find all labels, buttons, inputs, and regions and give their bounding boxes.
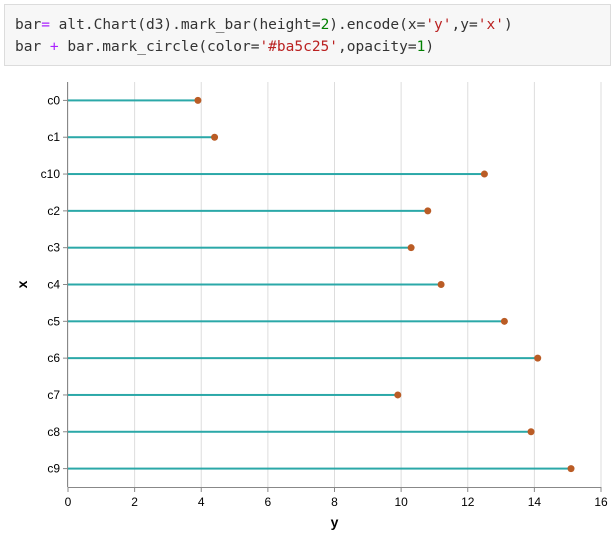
bar-mark <box>68 320 505 323</box>
bar-mark <box>68 357 538 360</box>
bar-mark <box>68 99 198 102</box>
y-tick-label: c3 <box>47 241 60 255</box>
code-line-2: bar + bar.mark_circle(color='#ba5c25',op… <box>15 36 600 58</box>
point-mark <box>480 170 488 178</box>
point-mark <box>500 317 508 325</box>
point-mark <box>394 391 402 399</box>
point-mark <box>437 281 445 288</box>
line1-token: = <box>41 17 50 33</box>
x-tick-label: 16 <box>594 495 608 509</box>
y-tick-label: c10 <box>41 167 61 181</box>
chart-container: 0 2 4 6 8 10 12 14 16 c0 c1 c10 c2 c3 c4 c5 c6 c7 c8 c9 y x <box>0 76 615 537</box>
bar-mark <box>68 209 428 212</box>
x-tick-label: 0 <box>65 495 72 509</box>
y-tick-label: c7 <box>47 388 60 402</box>
line1-token: 2 <box>320 17 330 33</box>
y-tick-label: c2 <box>47 204 60 218</box>
bar-mark <box>68 430 532 433</box>
line1-token: ).encode(x= <box>329 17 426 33</box>
point-mark <box>211 133 219 141</box>
line1-token: 'y' <box>425 17 452 33</box>
line1-token: 'x' <box>477 17 504 33</box>
line2-token: ,opacity= <box>338 39 417 55</box>
bar-mark <box>68 467 572 470</box>
x-tick-label: 10 <box>394 495 408 509</box>
line2-token: ) <box>425 39 435 55</box>
x-axis-title: y <box>331 514 339 530</box>
y-tick-label: c8 <box>47 425 60 439</box>
x-tick-label: 14 <box>528 495 542 509</box>
point-mark <box>424 207 432 215</box>
bar-mark <box>68 136 215 139</box>
lollipop-chart: 0 2 4 6 8 10 12 14 16 c0 c1 c10 c2 c3 c4 c5 c6 c7 c8 c9 y x <box>14 82 608 530</box>
line2-token: 1 <box>416 39 426 55</box>
line2-token: bar <box>15 39 50 55</box>
line1-token: ) <box>503 17 513 33</box>
y-axis-title: x <box>14 280 30 288</box>
y-tick-label: c0 <box>47 93 60 107</box>
point-mark <box>527 428 535 436</box>
line1-token: ,y= <box>451 17 478 33</box>
bar-mark <box>68 173 485 176</box>
line1-token: alt.Chart(d3).mark_bar(height= <box>49 17 321 33</box>
y-tick-label: c1 <box>47 130 60 144</box>
code-cell[interactable]: bar= alt.Chart(d3).mark_bar(height=2).en… <box>4 4 611 66</box>
line2-token: + <box>49 39 59 55</box>
bar-mark <box>68 246 412 249</box>
x-tick-label: 12 <box>461 495 475 509</box>
x-tick-label: 8 <box>331 495 338 509</box>
line2-token: bar.mark_circle(color= <box>58 39 260 55</box>
point-mark <box>407 244 415 252</box>
point-mark <box>534 354 542 362</box>
line2-token: '#ba5c25' <box>259 39 339 55</box>
point-mark <box>567 465 575 473</box>
y-tick-label: c6 <box>47 351 60 365</box>
x-tick-label: 4 <box>198 495 205 509</box>
y-tick-label: c4 <box>47 278 60 292</box>
bar-mark <box>68 283 442 286</box>
y-tick-label: c5 <box>47 314 60 328</box>
y-tick-label: c9 <box>47 462 60 476</box>
bar-mark <box>68 393 398 396</box>
code-line-1: bar= alt.Chart(d3).mark_bar(height=2).en… <box>15 14 600 36</box>
x-tick-label: 6 <box>265 495 272 509</box>
line1-token: bar <box>15 17 42 33</box>
x-tick-label: 2 <box>131 495 138 509</box>
point-mark <box>194 96 202 104</box>
